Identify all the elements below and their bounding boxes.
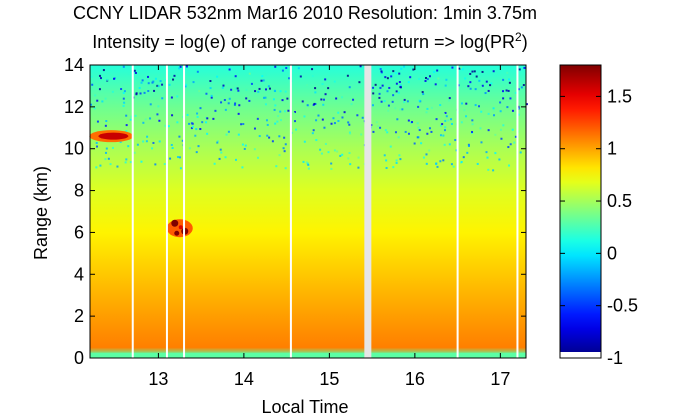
data-gap-line <box>516 65 519 358</box>
data-gap-line <box>131 65 134 358</box>
colorbar-frame <box>559 64 602 359</box>
cloud-feature <box>89 130 134 143</box>
x-tick-label: 14 <box>234 369 254 389</box>
x-axis: 13 14 15 16 17 <box>148 65 510 389</box>
heatmap-noise <box>90 65 528 172</box>
colorbar-gradient <box>560 65 601 358</box>
near-surface-band <box>90 352 526 358</box>
data-gap-line <box>456 65 459 358</box>
data-gap-line <box>165 65 168 358</box>
chart-subtitle-closing: ) <box>522 32 528 52</box>
chart-title: CCNY LIDAR 532nm Mar16 2010 Resolution: … <box>73 3 537 23</box>
heatmap-plot-area <box>89 64 528 359</box>
data-gap-line <box>364 65 372 358</box>
chart-subtitle-superscript: 2 <box>515 30 522 44</box>
colorbar-tick-label: 1 <box>607 139 617 159</box>
cloud-feature <box>166 219 193 238</box>
chart-subtitle-text: Intensity = log(e) of range corrected re… <box>92 32 515 52</box>
y-tick-label: 2 <box>74 306 84 326</box>
colorbar-tick-label: 0.5 <box>607 191 632 211</box>
chart-subtitle: Intensity = log(e) of range corrected re… <box>92 30 527 52</box>
heatmap-background <box>90 65 526 358</box>
y-axis-label: Range (km) <box>31 166 51 260</box>
x-tick-label: 17 <box>490 369 510 389</box>
y-tick-label: 14 <box>64 55 84 75</box>
y-tick-label: 8 <box>74 181 84 201</box>
y-tick-label: 6 <box>74 222 84 242</box>
y-tick-label: 4 <box>74 264 84 284</box>
colorbar-tick-label: 1.5 <box>607 86 632 106</box>
y-tick-label: 0 <box>74 348 84 368</box>
data-gap-line <box>289 65 292 358</box>
x-tick-label: 13 <box>148 369 168 389</box>
colorbar: 1.5 1 0.5 0 -0.5 -1 <box>559 64 638 368</box>
colorbar-tick-label: -1 <box>607 348 623 368</box>
plot-frame <box>89 64 527 359</box>
x-tick-label: 15 <box>319 369 339 389</box>
colorbar-tick-label: 0 <box>607 243 617 263</box>
y-axis: 0 2 4 6 8 10 12 14 <box>64 55 526 368</box>
colorbar-tick-label: -0.5 <box>607 296 638 316</box>
x-axis-label: Local Time <box>261 397 348 417</box>
x-tick-label: 16 <box>405 369 425 389</box>
y-tick-label: 10 <box>64 139 84 159</box>
y-tick-label: 12 <box>64 97 84 117</box>
data-gap-line <box>183 65 186 358</box>
